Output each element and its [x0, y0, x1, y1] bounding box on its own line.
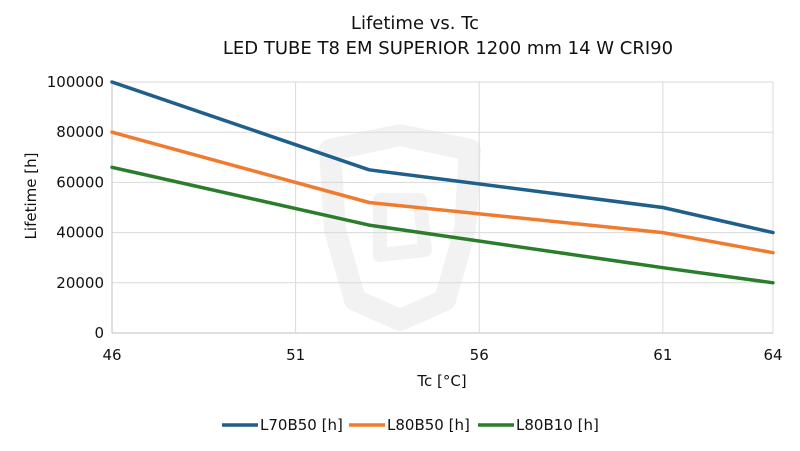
y-tick-label: 60000	[56, 173, 104, 191]
series-line-2	[110, 130, 775, 255]
watermark-logo	[319, 124, 481, 331]
legend-label: L70B50 [h]	[260, 416, 343, 434]
series-line-1	[110, 80, 775, 235]
chart-title: Lifetime vs. Tc	[351, 13, 479, 34]
y-axis-title: Lifetime [h]	[22, 153, 40, 240]
y-tick-label: 100000	[47, 73, 104, 91]
y-tick-label: 0	[94, 324, 104, 342]
y-tick-label: 40000	[56, 224, 104, 242]
x-tick-label: 61	[653, 346, 672, 364]
y-axis-ticks: 0 20000 40000 60000 80000 100000	[47, 73, 104, 342]
y-tick-label: 20000	[56, 274, 104, 292]
y-tick-label: 80000	[56, 123, 104, 141]
x-axis-title: Tc [°C]	[416, 372, 466, 390]
series-lines	[110, 80, 775, 285]
legend: L70B50 [h] L80B50 [h] L80B10 [h]	[222, 416, 599, 434]
chart-subtitle: LED TUBE T8 EM SUPERIOR 1200 mm 14 W CRI…	[223, 38, 673, 59]
grid	[111, 81, 774, 334]
legend-label: L80B10 [h]	[516, 416, 599, 434]
x-tick-label: 64	[763, 346, 782, 364]
x-tick-label: 46	[102, 346, 121, 364]
x-tick-label: 56	[470, 346, 489, 364]
x-tick-label: 51	[286, 346, 305, 364]
series-line-3	[110, 165, 775, 285]
x-axis-ticks: 46 51 56 61 64	[102, 346, 782, 364]
legend-label: L80B50 [h]	[387, 416, 470, 434]
